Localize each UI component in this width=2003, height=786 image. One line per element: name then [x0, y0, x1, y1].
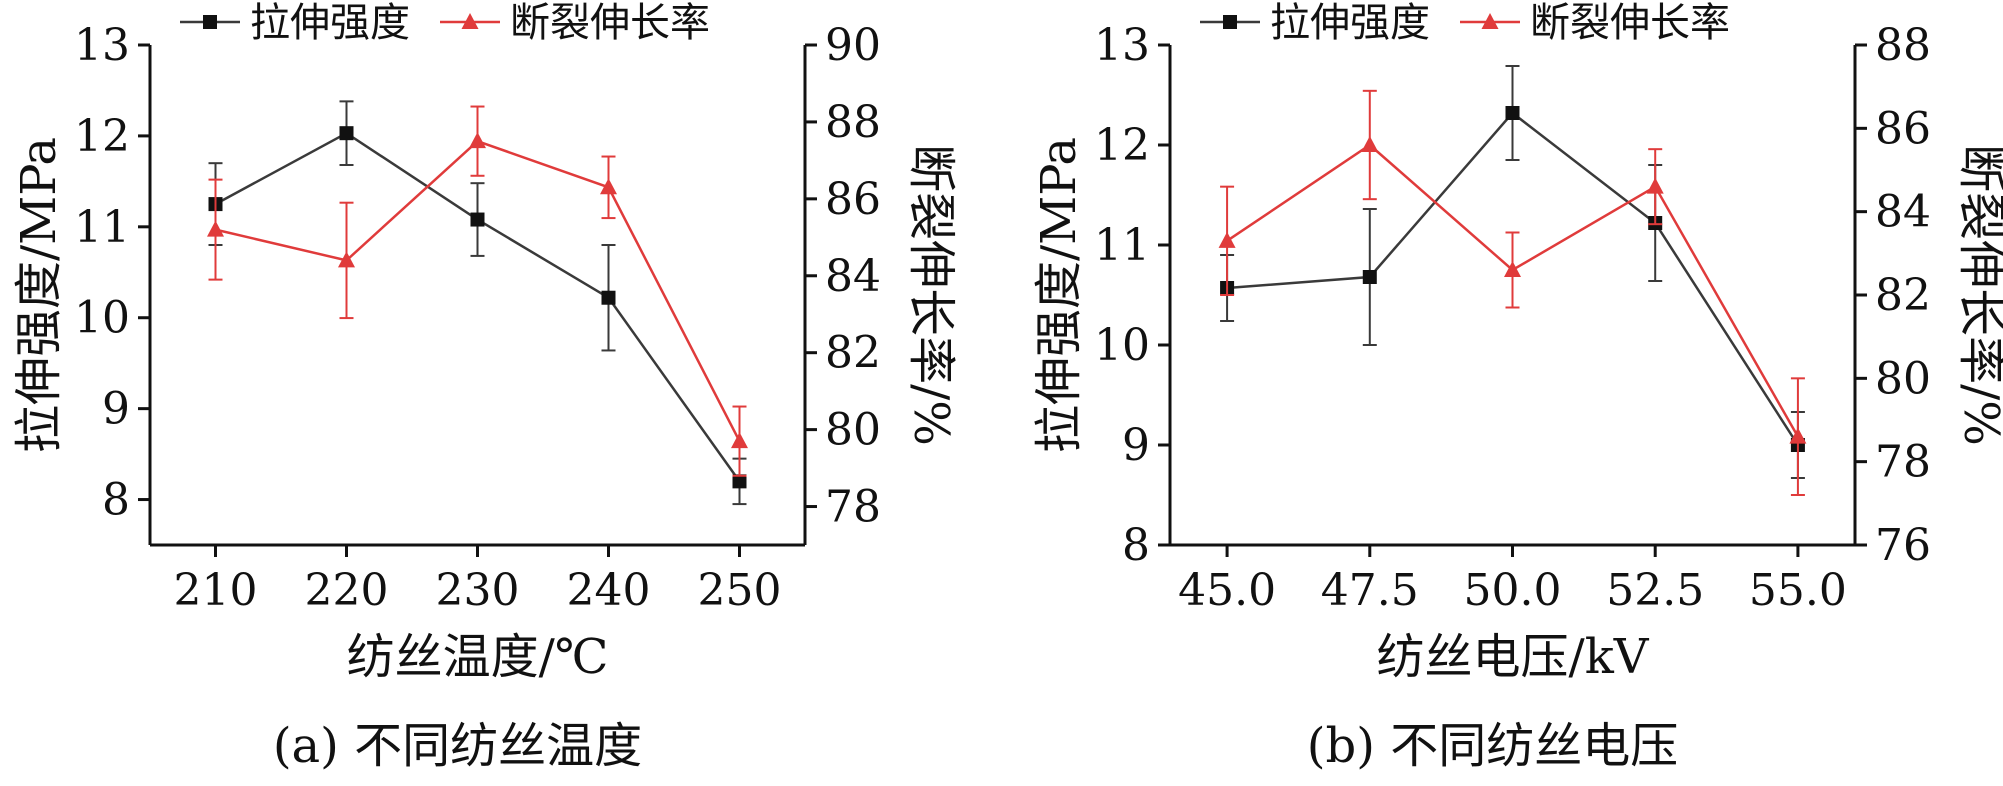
- y-tick-label-right: 86: [825, 174, 881, 225]
- y-tick-label-left: 13: [1094, 20, 1150, 71]
- y-tick-label-right: 82: [1875, 270, 1931, 321]
- x-tick-label: 50.0: [1464, 565, 1562, 616]
- y-tick-label-right: 88: [1875, 20, 1931, 71]
- y-tick-label-left: 11: [74, 202, 130, 253]
- y-tick-label-left: 8: [102, 475, 130, 526]
- data-point-square: [1505, 106, 1520, 120]
- y-tick-label-left: 10: [1094, 320, 1150, 371]
- y-axis-title-left: 拉伸强度/MPa: [1031, 137, 1087, 453]
- y-tick-label-right: 82: [825, 328, 881, 379]
- legend-marker-square: [203, 15, 217, 29]
- data-point-triangle: [731, 432, 748, 449]
- y-tick-label-left: 9: [1122, 420, 1150, 471]
- data-point-triangle: [600, 178, 617, 195]
- y-tick-label-right: 78: [1875, 437, 1931, 488]
- data-point-square: [470, 212, 485, 227]
- x-tick-label: 210: [174, 565, 258, 616]
- y-axis-title-right: 断裂伸长率/%: [903, 144, 959, 446]
- y-tick-label-left: 11: [1094, 220, 1150, 271]
- chart-panel-b: 45.0 47.5 50.0 52.5 55.0 8 9 10 11 12 13 76 78 80 82 84…: [1031, 0, 2003, 774]
- data-point-triangle: [338, 251, 355, 268]
- y-tick-label-left: 8: [1122, 520, 1150, 571]
- legend-label: 拉伸强度: [250, 0, 410, 46]
- y-tick-label-right: 76: [1875, 520, 1931, 571]
- data-point-triangle: [207, 220, 224, 237]
- y-tick-label-right: 86: [1875, 103, 1931, 154]
- x-tick-label: 250: [698, 565, 782, 616]
- legend-marker-square: [1223, 15, 1237, 29]
- legend-label: 拉伸强度: [1270, 0, 1430, 46]
- data-point-triangle: [1789, 427, 1807, 444]
- y-axis-title-right: 断裂伸长率/%: [1953, 144, 2003, 446]
- x-tick-label: 55.0: [1749, 565, 1847, 616]
- y-tick-label-left: 13: [74, 20, 130, 71]
- x-axis-title: 纺丝温度/℃: [347, 629, 609, 685]
- y-tick-label-left: 9: [102, 384, 130, 435]
- data-point-triangle: [1218, 231, 1236, 248]
- data-point-triangle: [1646, 177, 1664, 194]
- x-tick-label: 230: [436, 565, 520, 616]
- legend-marker-triangle: [1481, 13, 1499, 29]
- data-point-square: [339, 126, 354, 141]
- panel-caption: (b) 不同纺丝电压: [1307, 718, 1678, 774]
- y-tick-label-left: 10: [74, 293, 130, 344]
- chart-panel-a: 210 220 230 240 250 8 9 10 11 12 13 78 80 82 84 86 88 90 纺…: [11, 0, 959, 774]
- data-point-triangle: [1504, 261, 1521, 277]
- y-tick-label-right: 78: [825, 482, 881, 533]
- x-tick-label: 45.0: [1178, 565, 1276, 616]
- panel-caption: (a) 不同纺丝温度: [273, 718, 642, 774]
- data-point-square: [601, 290, 616, 305]
- y-tick-label-right: 80: [1875, 353, 1931, 404]
- y-tick-label-left: 12: [1094, 120, 1150, 171]
- x-tick-label: 220: [305, 565, 389, 616]
- data-point-triangle: [1361, 136, 1379, 152]
- y-tick-label-left: 12: [74, 111, 130, 162]
- x-tick-label: 47.5: [1321, 565, 1419, 616]
- y-tick-label-right: 90: [825, 20, 881, 71]
- data-point-square: [1362, 270, 1377, 284]
- y-tick-label-right: 80: [825, 405, 881, 456]
- x-tick-label: 240: [567, 565, 651, 616]
- data-point-triangle: [469, 132, 486, 149]
- y-tick-label-right: 84: [1875, 187, 1931, 238]
- y-tick-label-right: 88: [825, 97, 881, 148]
- y-tick-label-right: 84: [825, 251, 881, 302]
- legend-marker-triangle: [461, 13, 479, 29]
- data-point-square: [732, 474, 747, 489]
- y-axis-title-left: 拉伸强度/MPa: [11, 137, 67, 453]
- legend-label: 断裂伸长率: [1530, 0, 1730, 46]
- x-tick-label: 52.5: [1606, 565, 1704, 616]
- x-axis-title: 纺丝电压/kV: [1377, 629, 1650, 685]
- legend-label: 断裂伸长率: [510, 0, 710, 46]
